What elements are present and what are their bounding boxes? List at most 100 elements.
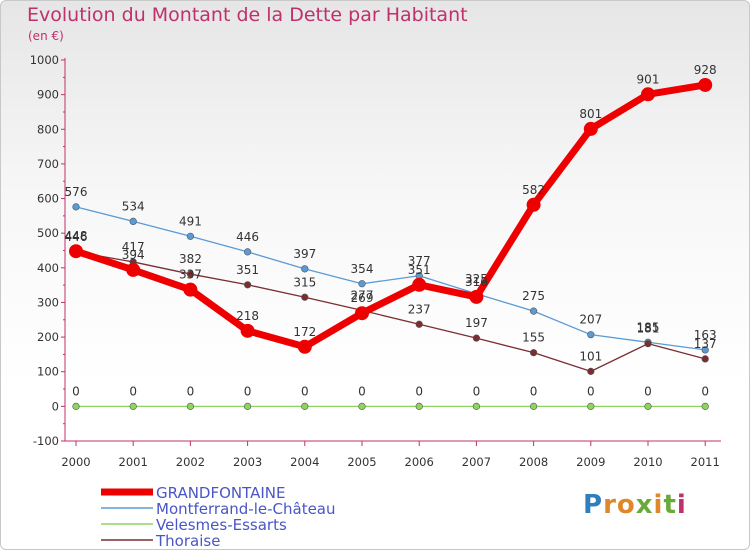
data-point (472, 402, 481, 410)
x-tick-label: 2009 (576, 455, 605, 469)
y-tick-label: 400 (37, 261, 59, 275)
data-label: 382 (179, 252, 202, 266)
data-label: 277 (351, 288, 374, 302)
data-point (297, 339, 312, 354)
x-tick-label: 2011 (691, 455, 720, 469)
data-point (69, 244, 83, 259)
data-label: 137 (694, 337, 717, 351)
data-point (301, 293, 309, 301)
data-label: 207 (579, 313, 602, 327)
legend-label: Velesmes-Essarts (156, 516, 287, 534)
data-label: 0 (530, 384, 538, 398)
data-point (415, 402, 423, 410)
data-point (72, 402, 80, 410)
data-point (529, 349, 538, 357)
data-label: 928 (694, 63, 717, 77)
data-label: 172 (293, 325, 316, 339)
data-point (412, 277, 427, 292)
data-label: 446 (236, 230, 259, 244)
series-line (75, 206, 706, 351)
data-point (587, 367, 595, 375)
y-tick-label: 1000 (30, 53, 59, 67)
data-label: 901 (637, 72, 660, 86)
x-tick-label: 2004 (290, 455, 319, 469)
data-label: 316 (465, 275, 488, 289)
data-label: 218 (236, 309, 259, 323)
data-point (701, 346, 709, 354)
data-label: 582 (522, 183, 545, 197)
data-label: 417 (122, 240, 145, 254)
y-tick-label: 500 (37, 226, 59, 240)
data-label: 0 (473, 384, 481, 398)
y-tick-label: 200 (37, 330, 59, 344)
x-tick-label: 2000 (61, 455, 90, 469)
data-label: 491 (179, 214, 202, 228)
data-point (526, 197, 541, 212)
data-label: 0 (587, 384, 595, 398)
data-label: 0 (72, 384, 80, 398)
y-tick-label: 100 (37, 365, 59, 379)
data-label: 0 (244, 384, 252, 398)
data-label: 181 (637, 322, 660, 336)
y-tick-label: 800 (37, 122, 59, 136)
series-line (74, 81, 706, 351)
series-line (75, 251, 706, 373)
data-label: 0 (415, 384, 423, 398)
data-point (186, 270, 194, 278)
data-point (701, 402, 709, 410)
chart-subtitle: (en €) (28, 29, 64, 43)
y-tick-label: 900 (37, 88, 59, 102)
data-point (244, 402, 252, 410)
data-label: 394 (122, 248, 145, 262)
data-label: 185 (637, 320, 660, 334)
data-point (240, 323, 255, 338)
data-point (529, 402, 538, 410)
data-point (641, 87, 655, 102)
data-label: 0 (301, 384, 309, 398)
data-point (698, 77, 713, 92)
legend-label: GRANDFONTAINE (156, 484, 286, 502)
data-point (126, 262, 141, 277)
data-label: 101 (579, 349, 602, 363)
y-tick-label: 700 (37, 157, 59, 171)
data-point (644, 402, 652, 410)
data-point (472, 334, 481, 342)
data-point (529, 307, 538, 315)
data-point (186, 402, 194, 410)
data-label: 315 (293, 275, 316, 289)
data-label: 576 (65, 185, 88, 199)
data-label: 0 (701, 384, 709, 398)
data-label: 269 (351, 291, 374, 305)
data-label: 397 (293, 247, 316, 261)
data-label: 377 (408, 254, 431, 268)
data-label: 351 (408, 263, 431, 277)
x-tick-label: 2010 (633, 455, 662, 469)
data-point (583, 121, 598, 136)
data-point (301, 402, 309, 410)
data-label: 351 (236, 263, 259, 277)
x-tick-label: 2003 (233, 455, 262, 469)
data-point (355, 306, 369, 321)
y-tick-label: -100 (33, 434, 59, 448)
data-label: 354 (351, 262, 374, 276)
data-point (186, 232, 194, 240)
data-label: 534 (122, 199, 145, 213)
chart-title: Evolution du Montant de la Dette par Hab… (27, 4, 468, 26)
data-label: 0 (644, 384, 652, 398)
y-tick-label: 300 (37, 295, 59, 309)
legend-label: Montferrand-le-Château (156, 500, 336, 518)
x-tick-label: 2008 (519, 455, 548, 469)
legend-label: Thoraise (155, 532, 220, 549)
data-point (129, 402, 137, 410)
data-point (358, 280, 366, 288)
data-point (183, 282, 198, 297)
data-label: 0 (187, 384, 195, 398)
data-point (644, 340, 652, 348)
data-label: 163 (694, 328, 717, 342)
data-point (469, 289, 484, 304)
data-label: 448 (65, 229, 88, 243)
data-label: 237 (408, 302, 431, 316)
data-label: 325 (465, 272, 488, 286)
